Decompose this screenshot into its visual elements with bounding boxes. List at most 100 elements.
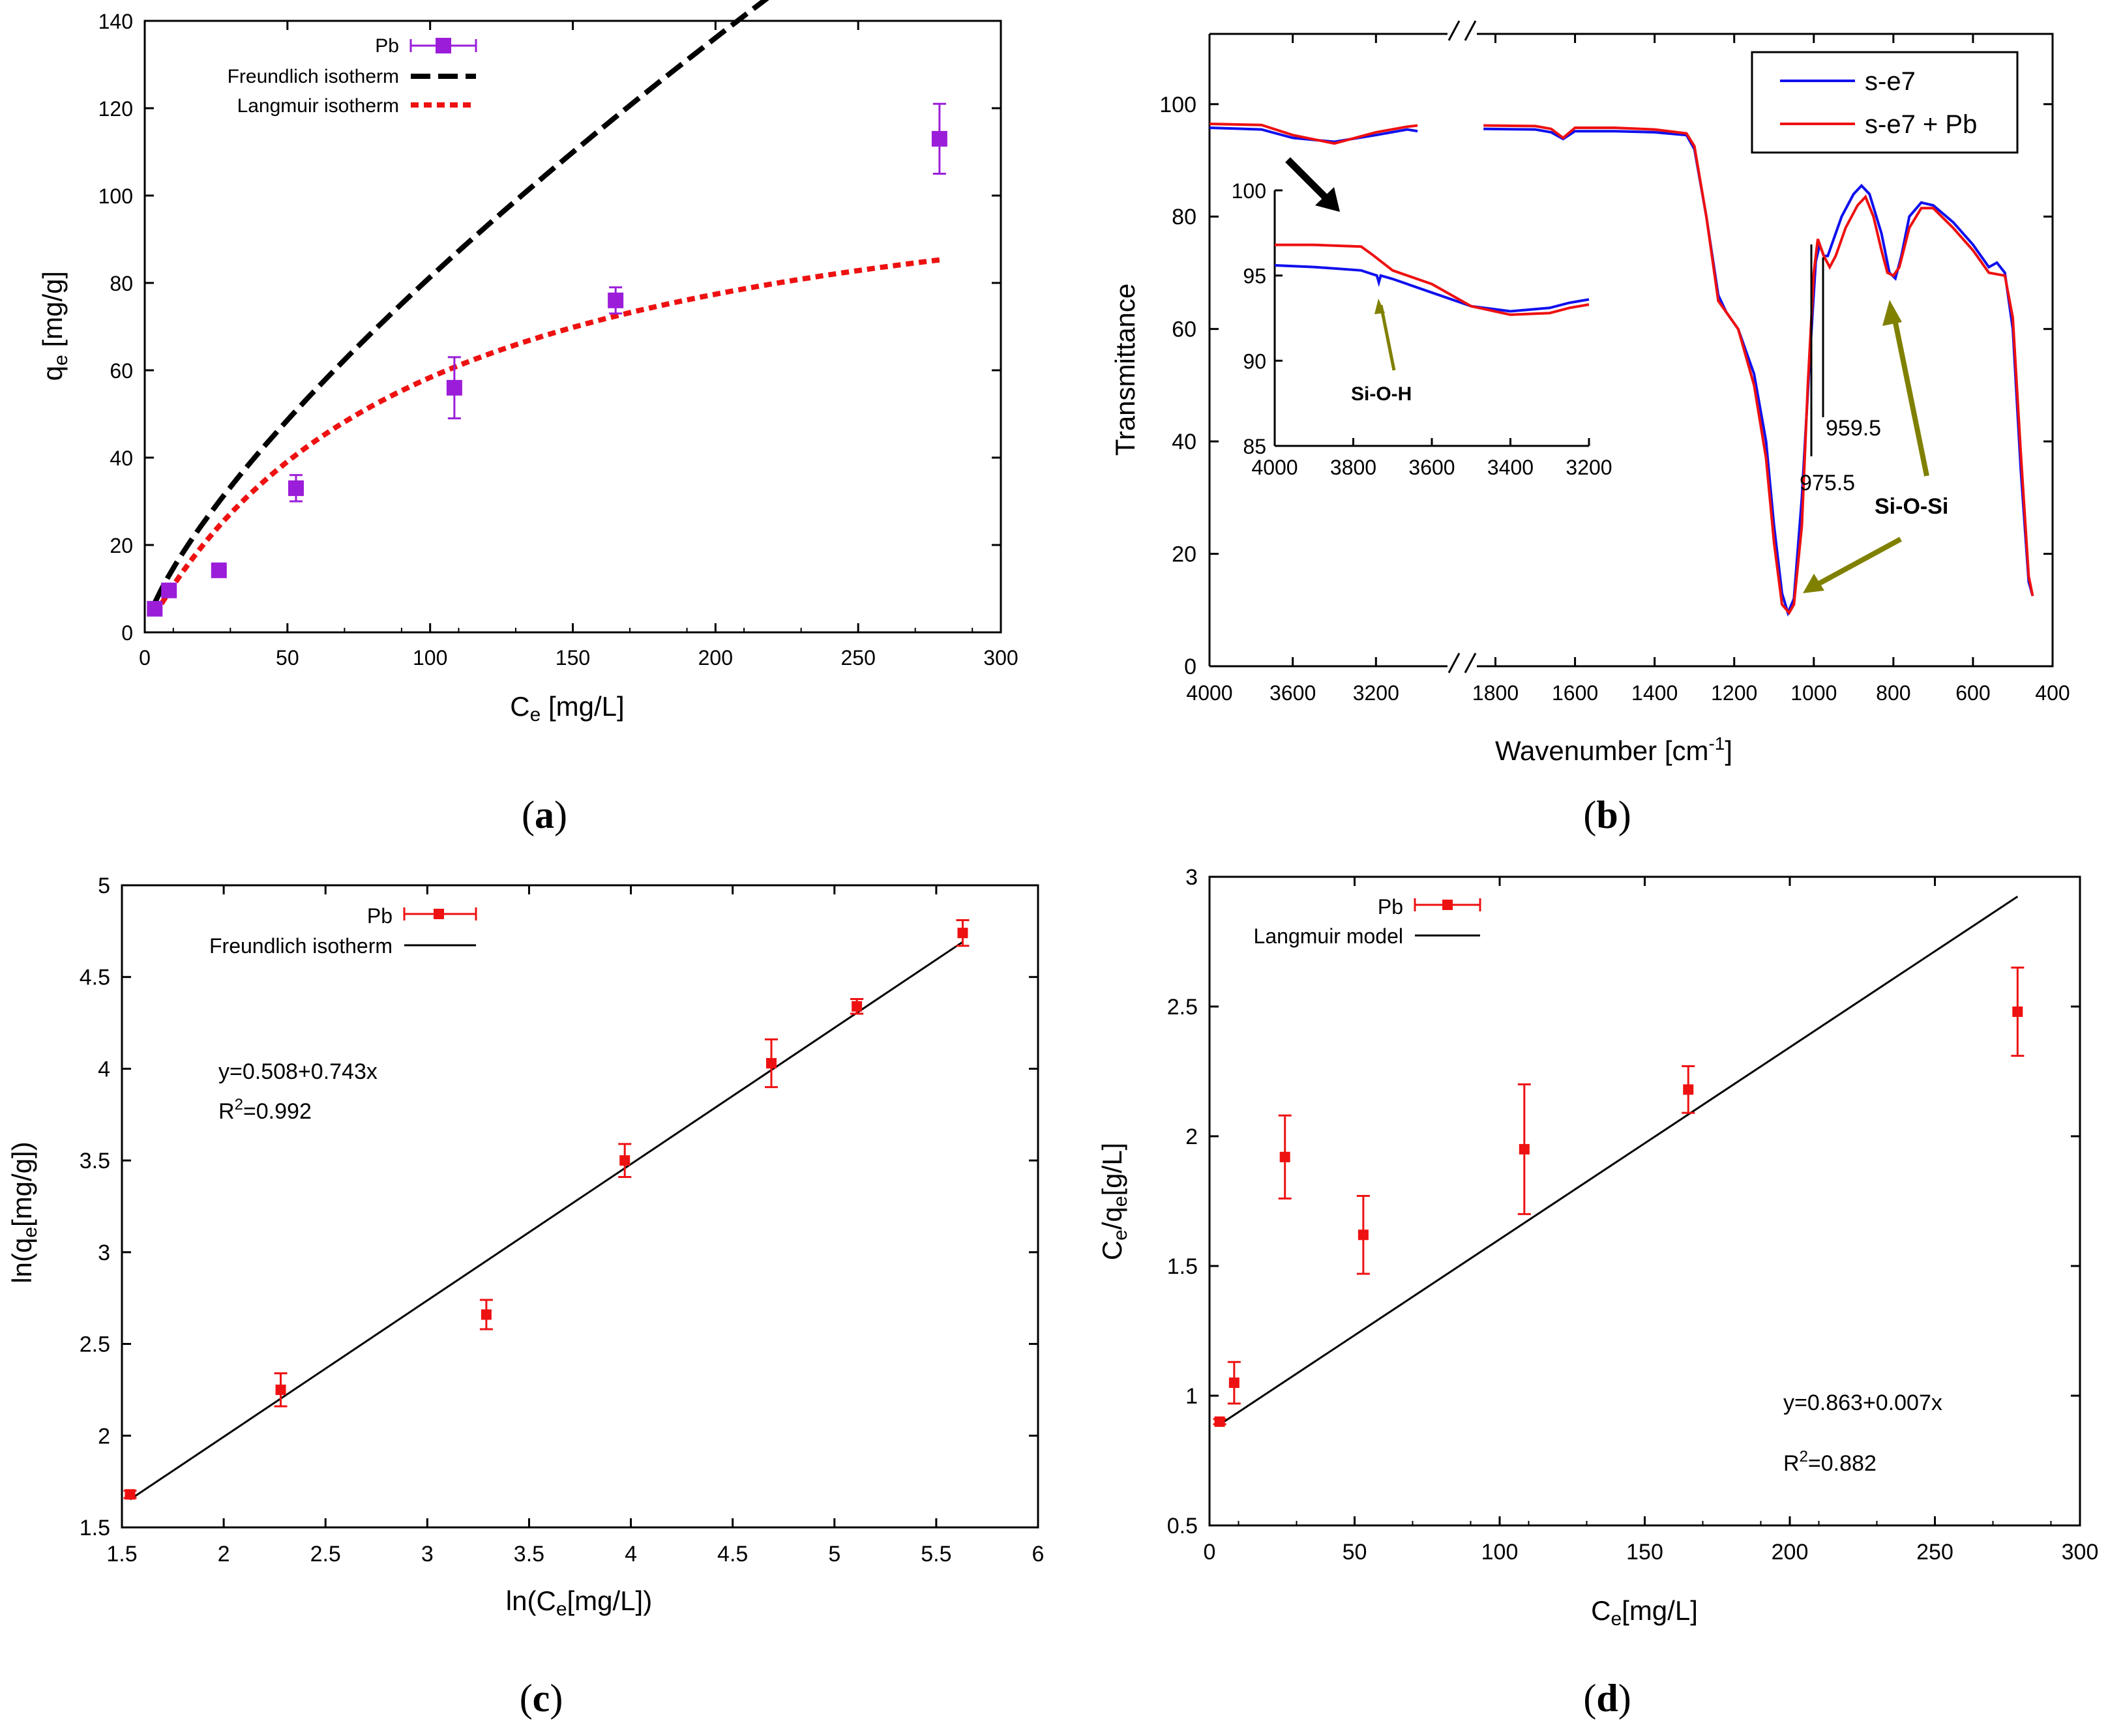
x-tick-label: 300	[2062, 1540, 2099, 1565]
data-point	[275, 1384, 286, 1395]
x-tick-label: 2.5	[310, 1542, 341, 1567]
y-axis-label: ln(qe[mg/g])	[7, 1141, 41, 1283]
x-tick-label: 3600	[1269, 681, 1316, 705]
legend-label-langmuir: Langmuir model	[1254, 924, 1403, 948]
data-point	[211, 562, 227, 578]
axis-ticks: 0 50 100 150 200 250 300 0.5 1 1.5 2 2.5 3	[1167, 865, 2099, 1565]
y-tick-label: 3	[1185, 865, 1198, 890]
y-tick-label: 60	[1172, 317, 1196, 342]
y-tick-label: 5	[98, 874, 110, 898]
data-point	[481, 1309, 492, 1320]
inset-y-tick-label: 90	[1243, 349, 1266, 373]
plot-frame	[1208, 875, 2081, 1527]
y-tick-label: 3.5	[80, 1149, 110, 1173]
chart-panel-c: 1.5 2 2.5 3 3.5 4 4.5 5 5.5 6 1.5 2 2.5 3 3.5 4 4.5 5 Pb …	[7, 874, 1044, 1620]
y-axis-label: qe [mg/g]	[37, 271, 72, 381]
plot-frame	[1210, 33, 2054, 668]
x-axis-label: Wavenumber [cm-1]	[1495, 733, 1732, 766]
x-tick-label: 800	[1876, 681, 1910, 705]
data-point	[288, 480, 304, 496]
x-tick-label: 5	[828, 1542, 840, 1567]
y-tick-label: 0	[121, 621, 133, 645]
chart-panel-a: 0 50 100 150 200 250 300 0 20 40 60 80 100 120 140 Pb …	[37, 0, 1018, 726]
y-axis-label: Ce/qe[g/L]	[1097, 1143, 1131, 1260]
y-tick-label: 60	[110, 359, 133, 383]
inset-x-tick-label: 4000	[1251, 456, 1298, 479]
y-tick-label: 2	[98, 1424, 110, 1449]
data-point	[608, 292, 624, 308]
data-point	[147, 600, 163, 617]
legend-label-freundlich: Freundlich isotherm	[228, 66, 399, 87]
langmuir-curve	[152, 257, 940, 617]
x-tick-label: 1600	[1552, 681, 1598, 705]
freundlich-fit-line	[129, 941, 964, 1501]
panel-label-d: (d)	[1583, 1677, 1631, 1720]
x-tick-label: 1000	[1790, 681, 1837, 705]
panel-label-a: (a)	[522, 793, 567, 836]
x-tick-label: 5.5	[921, 1542, 951, 1567]
equation-label: y=0.863+0.007x	[1783, 1390, 1942, 1415]
arrow-si-o-si-2-head	[1803, 574, 1824, 593]
x-tick-label: 50	[276, 646, 299, 669]
x-tick-label: 2	[218, 1542, 230, 1567]
panel-label-b: (b)	[1583, 793, 1631, 836]
y-tick-label: 100	[98, 184, 133, 208]
x-axis-label: Ce [mg/L]	[510, 691, 624, 726]
legend-label-se7: s-e7	[1865, 67, 1916, 96]
inset-y-tick-label: 100	[1232, 179, 1266, 203]
annotation-si-o-si: Si-O-Si	[1875, 494, 1948, 519]
axis-ticks: 0 50 100 150 200 250 300 0 20 40 60 80 100 120 140	[98, 10, 1018, 669]
inset-chart: 4000 3800 3600 3400 3200 85 90 95 100 Si-O-H	[1232, 179, 1612, 479]
spectrum-se7-left	[1209, 126, 1418, 143]
annotation-si-o-h: Si-O-H	[1351, 383, 1412, 405]
data-point	[765, 1057, 777, 1068]
x-tick-label: 3.5	[514, 1542, 544, 1567]
arrow-inset-pointer-head	[1315, 187, 1340, 212]
plot-frame	[121, 884, 1039, 1529]
spectrum-se7pb-right	[1483, 124, 2034, 615]
arrow-si-o-si-1	[1892, 316, 1929, 477]
data-point	[1214, 1416, 1225, 1427]
legend-label-se7pb: s-e7 + Pb	[1865, 110, 1977, 139]
y-tick-label: 80	[1172, 205, 1196, 229]
x-tick-label: 250	[1916, 1540, 1953, 1565]
data-point	[446, 379, 462, 396]
x-tick-label: 50	[1343, 1540, 1367, 1565]
x-tick-label: 150	[1626, 1540, 1663, 1565]
legend-label-pb: Pb	[367, 904, 393, 928]
langmuir-fit-line	[1219, 896, 2019, 1426]
annotation-peak-975: 975.5	[1800, 471, 1855, 495]
r-squared-label: R2=0.882	[1783, 1448, 1877, 1476]
data-point	[852, 1001, 863, 1012]
y-tick-label: 1	[1185, 1384, 1198, 1409]
r-squared-label: R2=0.992	[218, 1096, 312, 1124]
x-tick-label: 1.5	[106, 1542, 137, 1567]
x-tick-label: 400	[2035, 681, 2070, 705]
x-tick-label: 6	[1032, 1542, 1045, 1567]
y-tick-label: 0	[1184, 655, 1196, 679]
y-tick-label: 120	[98, 97, 133, 121]
annotation-peak-959: 959.5	[1826, 416, 1881, 441]
data-point	[125, 1489, 136, 1500]
y-tick-label: 140	[98, 10, 133, 33]
y-tick-label: 2	[1185, 1125, 1198, 1149]
inset-x-tick-label: 3200	[1566, 456, 1612, 479]
inset-spectrum-se7	[1274, 264, 1590, 313]
inset-x-tick-label: 3400	[1487, 456, 1534, 479]
legend-pb-marker	[434, 909, 444, 919]
y-tick-label: 2.5	[80, 1332, 110, 1357]
legend: s-e7 s-e7 + Pb	[1751, 51, 2019, 154]
legend-label-pb: Pb	[375, 35, 399, 57]
x-tick-label: 300	[983, 646, 1018, 669]
legend: Pb Langmuir model	[1254, 895, 1481, 948]
y-tick-label: 20	[110, 534, 133, 557]
x-tick-label: 100	[1481, 1540, 1519, 1565]
inset-y-tick-label: 85	[1243, 435, 1266, 458]
data-marks	[1209, 123, 2034, 617]
x-axis-label: Ce[mg/L]	[1591, 1595, 1698, 1630]
x-tick-label: 1800	[1472, 681, 1519, 705]
panel-label-c: (c)	[520, 1677, 563, 1720]
legend: Pb Freundlich isotherm Langmuir isotherm	[228, 35, 477, 117]
y-tick-label: 0.5	[1167, 1514, 1198, 1538]
